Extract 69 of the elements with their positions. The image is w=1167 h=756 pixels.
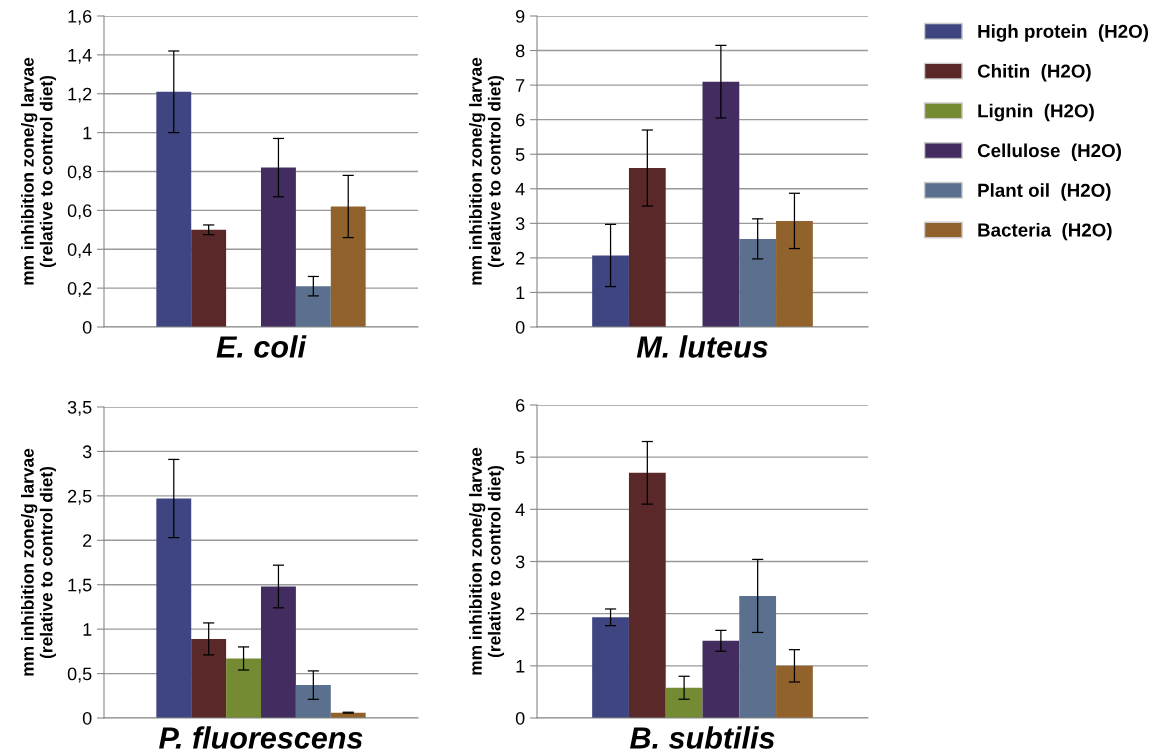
y-tick-label: 0,2 [67, 282, 92, 297]
y-tick-label: 2 [516, 251, 525, 265]
y-tick-label: 0 [515, 320, 525, 334]
y-tick-label: 3 [515, 217, 525, 231]
y-tick-label: 0 [82, 711, 92, 725]
bar [628, 168, 666, 327]
y-tick-label: 6 [516, 398, 525, 412]
y-tick-label: 0,8 [67, 165, 92, 181]
y-tick-label: 3 [515, 555, 525, 569]
bar [295, 685, 331, 718]
bar [191, 229, 227, 327]
y-axis-title: mm inhibition zone/g larvae (relative to control diet) [469, 447, 505, 675]
y-tick-label: 3 [82, 445, 92, 459]
x-tick-label: B. subtilis [630, 726, 775, 749]
y-tick-label: 1,2 [68, 87, 92, 103]
bar [665, 687, 703, 718]
y-tick-label: 8 [515, 44, 525, 58]
y-tick-label: 0,5 [67, 667, 92, 683]
bar [702, 81, 740, 327]
bar [295, 286, 331, 327]
bar [156, 91, 192, 327]
y-tick-label: 1 [83, 126, 92, 140]
bar [156, 498, 192, 718]
bar [592, 617, 629, 718]
bar [330, 206, 366, 327]
y-tick-label: 0,6 [67, 204, 92, 220]
y-tick-label: 0,4 [67, 243, 92, 259]
bar [702, 640, 740, 718]
bar [776, 220, 813, 327]
y-tick-label: 5 [515, 451, 525, 464]
y-axis-title: mm inhibition zone/g larvae (relative to control diet) [21, 448, 56, 676]
legend-label: Plant oil (H2O) [978, 183, 1111, 201]
bar [739, 595, 777, 718]
bar [739, 238, 777, 327]
y-tick-label: 3,5 [67, 400, 92, 416]
y-tick-label: 6 [516, 113, 525, 127]
y-tick-label: 1,5 [68, 578, 92, 594]
y-tick-label: 2,5 [68, 489, 92, 505]
legend-label: Chitin (H2O) [977, 63, 1091, 82]
y-tick-label: 7 [516, 79, 525, 92]
bar [776, 665, 813, 718]
x-tick-label: M. luteus [636, 335, 768, 358]
bar [261, 167, 296, 327]
bar [226, 658, 261, 718]
y-tick-label: 5 [515, 148, 525, 161]
y-tick-label: 1 [516, 286, 525, 299]
legend-label: Lignin (H2O) [978, 103, 1094, 122]
y-axis-title: mm inhibition zone/g larvae (relative to control diet) [21, 57, 56, 285]
y-tick-label: 4 [515, 503, 525, 516]
y-axis-title: mm inhibition zone/g larvae (relative to control diet) [469, 57, 505, 285]
x-tick-label: P. fluorescens [159, 726, 363, 749]
y-tick-label: 1 [516, 659, 525, 673]
x-tick-label: E. coli [216, 335, 307, 358]
bar [191, 638, 227, 718]
legend-label: Bacteria (H2O) [978, 222, 1112, 241]
legend-label: High protein (H2O) [978, 24, 1149, 42]
y-tick-label: 1,6 [68, 9, 92, 25]
bar [628, 472, 666, 718]
y-tick-label: 1 [83, 623, 92, 636]
legend-label: Cellulose (H2O) [977, 143, 1121, 161]
y-tick-label: 0 [82, 320, 92, 334]
y-tick-label: 4 [515, 182, 525, 196]
y-tick-label: 2 [516, 607, 525, 621]
y-tick-label: 2 [83, 534, 92, 547]
y-tick-label: 1,4 [68, 49, 92, 64]
y-tick-label: 0 [515, 711, 525, 725]
y-tick-label: 9 [516, 9, 525, 23]
bar [592, 255, 629, 327]
bar [261, 586, 296, 718]
